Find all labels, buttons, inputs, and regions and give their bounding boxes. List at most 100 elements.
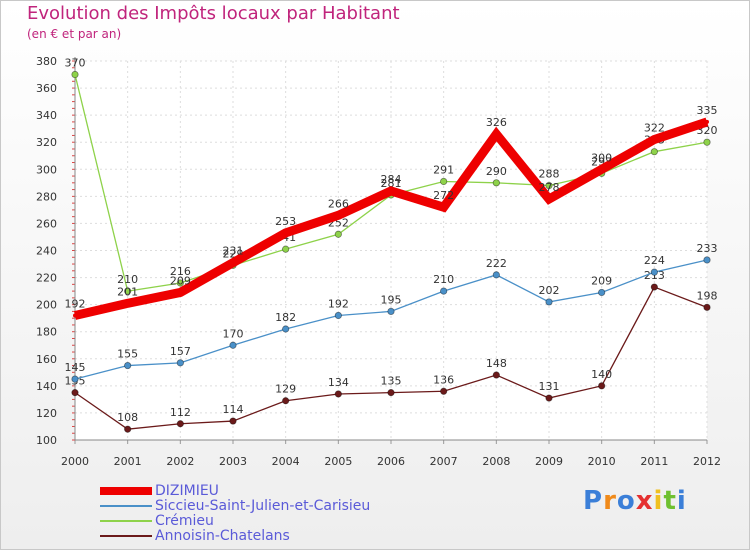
data-point-cremieu: [440, 177, 448, 186]
data-point-siccieu-saint-julien-et-carisieu: [650, 268, 658, 276]
logo-letter: o: [616, 486, 636, 516]
data-point-siccieu-saint-julien-et-carisieu: [71, 375, 79, 383]
data-label-annoisin-chatelans: 134: [328, 376, 349, 389]
logo-letter: i: [676, 486, 687, 516]
data-label-siccieu-saint-julien-et-carisieu: 210: [433, 273, 454, 286]
x-tick-label: 2011: [640, 455, 668, 468]
data-point-cremieu: [124, 287, 132, 295]
proxiti-logo: Proxiti: [583, 486, 687, 516]
data-label-dizimieu: 326: [486, 116, 507, 129]
data-point-siccieu-saint-julien-et-carisieu: [334, 311, 342, 320]
y-tick-label: 100: [36, 434, 57, 447]
x-tick-label: 2010: [588, 455, 616, 468]
data-label-annoisin-chatelans: 136: [433, 373, 454, 386]
data-point-annoisin-chatelans: [440, 387, 448, 395]
data-label-siccieu-saint-julien-et-carisieu: 182: [275, 311, 296, 324]
data-label-dizimieu: 253: [275, 215, 296, 228]
data-label-annoisin-chatelans: 114: [223, 403, 244, 416]
data-label-dizimieu: 300: [591, 151, 612, 164]
data-label-annoisin-chatelans: 198: [697, 289, 718, 302]
data-label-dizimieu: 201: [117, 285, 138, 298]
data-label-dizimieu: 266: [328, 197, 349, 210]
data-label-dizimieu: 272: [433, 189, 454, 202]
data-label-siccieu-saint-julien-et-carisieu: 202: [539, 284, 560, 297]
y-tick-label: 320: [36, 136, 57, 149]
x-tick-label: 2000: [61, 455, 89, 468]
data-point-siccieu-saint-julien-et-carisieu: [387, 307, 395, 316]
logo-letter: x: [635, 486, 654, 516]
x-tick-label: 2008: [482, 455, 510, 468]
data-point-siccieu-saint-julien-et-carisieu: [124, 361, 132, 370]
data-label-dizimieu: 209: [170, 274, 191, 287]
data-point-cremieu: [282, 245, 290, 253]
legend-swatch-dizimieu: [100, 487, 152, 495]
data-point-annoisin-chatelans: [176, 420, 184, 428]
data-point-dizimieu: [283, 230, 288, 235]
data-point-annoisin-chatelans: [124, 425, 132, 433]
data-point-annoisin-chatelans: [650, 283, 658, 291]
data-point-cremieu: [71, 70, 79, 79]
data-point-annoisin-chatelans: [334, 390, 342, 398]
data-point-siccieu-saint-julien-et-carisieu: [703, 256, 711, 264]
data-label-siccieu-saint-julien-et-carisieu: 195: [381, 293, 402, 306]
data-point-cremieu: [650, 148, 658, 156]
data-point-siccieu-saint-julien-et-carisieu: [492, 271, 500, 279]
x-tick-label: 2005: [324, 455, 352, 468]
data-point-annoisin-chatelans: [229, 417, 237, 425]
data-point-cremieu: [545, 181, 553, 190]
data-point-dizimieu: [178, 290, 183, 295]
data-point-annoisin-chatelans: [598, 382, 606, 390]
data-label-annoisin-chatelans: 213: [644, 269, 665, 282]
data-point-annoisin-chatelans: [282, 397, 290, 405]
data-point-dizimieu: [547, 197, 551, 202]
x-tick-label: 2006: [377, 455, 405, 468]
y-tick-label: 300: [36, 163, 57, 176]
data-label-annoisin-chatelans: 140: [591, 368, 612, 381]
y-tick-label: 240: [36, 245, 57, 258]
data-point-annoisin-chatelans: [492, 371, 500, 379]
data-label-siccieu-saint-julien-et-carisieu: 170: [223, 327, 244, 340]
data-label-annoisin-chatelans: 129: [275, 383, 296, 396]
y-tick-label: 360: [36, 82, 57, 95]
data-label-siccieu-saint-julien-et-carisieu: 157: [170, 345, 191, 358]
data-point-dizimieu: [441, 205, 446, 210]
legend-swatch-cremieu: [100, 520, 152, 522]
data-point-annoisin-chatelans: [703, 303, 711, 311]
data-label-annoisin-chatelans: 112: [170, 406, 191, 419]
x-tick-label: 2003: [219, 455, 247, 468]
data-point-cremieu: [492, 179, 500, 187]
y-tick-label: 200: [36, 299, 57, 312]
data-label-cremieu: 281: [381, 177, 402, 190]
data-label-siccieu-saint-julien-et-carisieu: 145: [65, 361, 86, 374]
y-tick-label: 160: [36, 353, 57, 366]
logo-letter: r: [603, 486, 617, 516]
data-label-cremieu: 370: [65, 57, 86, 70]
data-label-siccieu-saint-julien-et-carisieu: 224: [644, 254, 665, 267]
data-label-dizimieu: 231: [223, 245, 244, 258]
legend-label-siccieu: Siccieu-Saint-Julien-et-Carisieu: [155, 498, 371, 514]
chart-title: Evolution des Impôts locaux par Habitant: [27, 3, 400, 24]
legend-label-dizimieu: DIZIMIEU: [155, 483, 219, 499]
logo-letter: P: [583, 486, 604, 516]
data-label-annoisin-chatelans: 131: [539, 380, 560, 393]
data-label-siccieu-saint-julien-et-carisieu: 233: [697, 242, 718, 255]
legend-swatch-siccieu: [100, 505, 152, 507]
y-tick-label: 140: [36, 380, 57, 393]
legend-swatch-annoisin: [100, 535, 152, 537]
data-label-dizimieu: 278: [539, 181, 560, 194]
y-tick-label: 180: [36, 326, 57, 339]
x-tick-label: 2009: [535, 455, 563, 468]
y-tick-label: 380: [36, 55, 57, 68]
data-point-siccieu-saint-julien-et-carisieu: [176, 359, 184, 367]
data-point-siccieu-saint-julien-et-carisieu: [598, 288, 606, 297]
data-label-annoisin-chatelans: 148: [486, 357, 507, 370]
data-label-dizimieu: 192: [65, 297, 86, 310]
data-point-cremieu: [703, 138, 711, 146]
y-tick-label: 220: [36, 272, 57, 285]
data-point-dizimieu: [336, 213, 341, 218]
data-point-dizimieu: [231, 260, 235, 265]
y-tick-label: 340: [36, 109, 57, 122]
legend-label-cremieu: Crémieu: [155, 513, 214, 529]
x-tick-label: 2001: [114, 455, 142, 468]
